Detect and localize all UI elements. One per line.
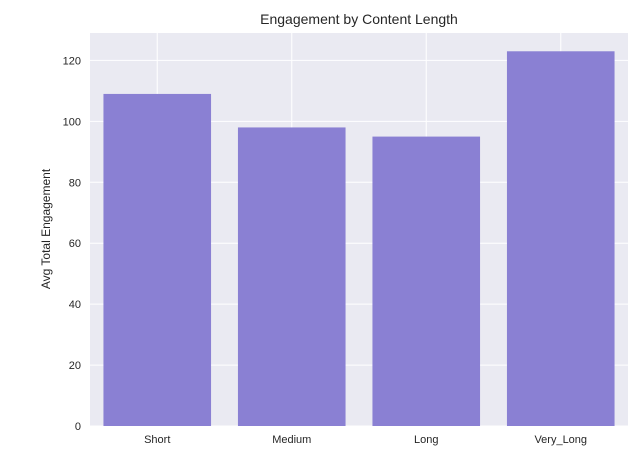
y-tick-label-40: 40 bbox=[69, 299, 81, 311]
x-tick-label-long: Long bbox=[414, 434, 438, 446]
chart-title: Engagement by Content Length bbox=[260, 11, 458, 27]
y-tick-label-60: 60 bbox=[69, 238, 81, 250]
x-tick-label-short: Short bbox=[144, 434, 170, 446]
y-tick-label-80: 80 bbox=[69, 177, 81, 189]
y-tick-label-100: 100 bbox=[63, 116, 81, 128]
bar-very-long bbox=[506, 51, 615, 427]
x-tick-label-medium: Medium bbox=[272, 434, 311, 446]
y-tick-labels: 0 20 40 60 80 100 120 bbox=[63, 55, 81, 433]
y-axis-label: Avg Total Engagement bbox=[39, 168, 53, 289]
bars bbox=[103, 51, 615, 427]
y-tick-label-120: 120 bbox=[63, 55, 81, 67]
y-tick-label-0: 0 bbox=[75, 421, 81, 433]
y-tick-label-20: 20 bbox=[69, 360, 81, 372]
bar-short bbox=[103, 93, 212, 426]
x-tick-label-very-long: Very_Long bbox=[534, 434, 587, 446]
x-tick-labels: Short Medium Long Very_Long bbox=[144, 434, 587, 446]
bar-long bbox=[372, 136, 481, 426]
bar-medium bbox=[237, 127, 346, 426]
